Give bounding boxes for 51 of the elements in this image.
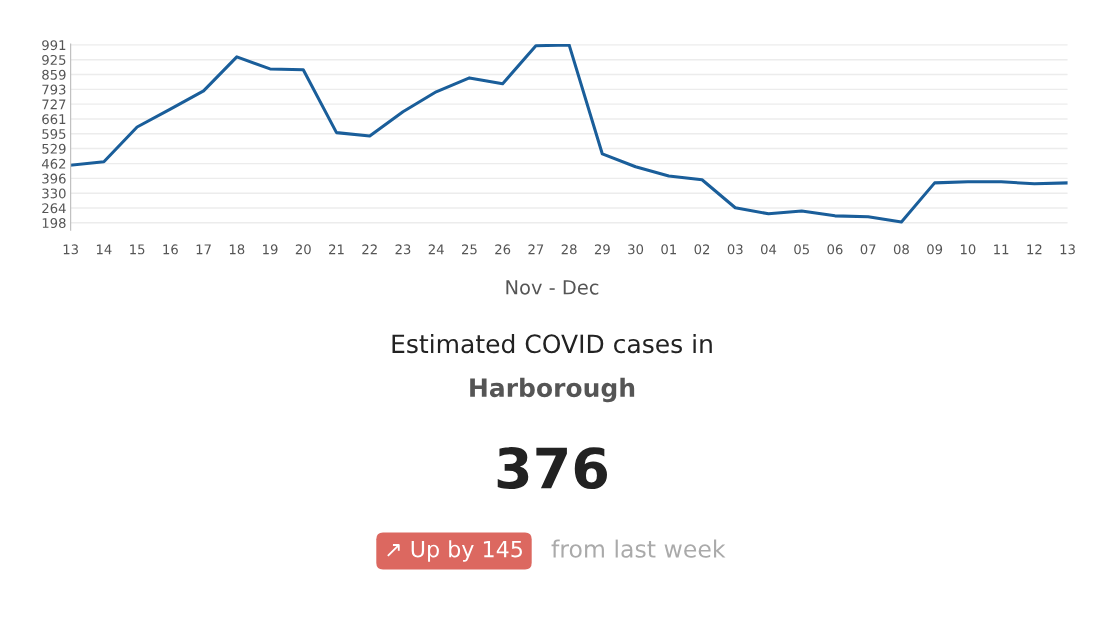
y-tick-label: 264 <box>42 203 66 214</box>
y-tick-label: 330 <box>42 188 66 199</box>
y-tick-label: 727 <box>42 99 66 110</box>
y-tick-label: 661 <box>42 114 66 125</box>
x-tick-label: 25 <box>461 244 477 255</box>
y-tick-label: 462 <box>41 158 66 169</box>
y-tick-label: 925 <box>42 54 66 65</box>
x-tick-label: 11 <box>994 244 1009 255</box>
text: 376 <box>497 447 607 490</box>
x-tick-label: 04 <box>760 244 777 255</box>
text: Estimated COVID cases in <box>392 333 712 354</box>
x-tick-label: 26 <box>495 244 511 255</box>
x-tick-label: 27 <box>528 244 544 255</box>
x-tick-label: 18 <box>229 244 245 255</box>
x-tick-label: 13 <box>1060 244 1075 255</box>
x-tick-label: 15 <box>130 244 145 255</box>
text: from last week <box>551 539 726 558</box>
x-axis-title: Nov - Dec <box>506 280 599 295</box>
y-tick-label: 991 <box>42 40 66 51</box>
y-tick-label: 595 <box>42 128 66 139</box>
x-tick-label: 24 <box>428 244 444 255</box>
x-tick-label: 22 <box>362 244 377 255</box>
text: Harborough <box>470 377 635 403</box>
x-tick-label: 30 <box>628 244 644 255</box>
x-tick-label: 13 <box>63 244 78 255</box>
line-series <box>70 44 1068 224</box>
x-tick-label: 12 <box>1027 244 1042 255</box>
x-tick-label: 19 <box>263 244 278 255</box>
x-tick-label: 23 <box>395 244 411 255</box>
x-tick-label: 09 <box>927 244 943 255</box>
y-tick-label: 198 <box>42 218 66 229</box>
y-tick-label: 396 <box>42 173 66 184</box>
x-tick-label: 08 <box>893 244 909 255</box>
y-tick-label: 529 <box>42 143 66 154</box>
x-tick-label: 02 <box>694 244 710 255</box>
x-tick-label: 17 <box>196 244 211 255</box>
x-tick-label: 16 <box>163 244 178 255</box>
x-tick-label: 05 <box>794 244 809 255</box>
x-tick-label: 06 <box>827 244 843 255</box>
text: ↗ Up by 145 <box>387 540 522 562</box>
y-tick-label: 793 <box>42 84 66 95</box>
x-tick-label: 29 <box>594 244 610 255</box>
x-tick-label: 10 <box>960 244 976 255</box>
x-tick-label: 07 <box>860 244 876 255</box>
y-tick-label: 859 <box>42 69 66 80</box>
x-tick-label: 14 <box>96 244 112 255</box>
x-tick-label: 03 <box>727 244 743 255</box>
x-tick-label: 20 <box>295 244 311 255</box>
x-tick-label: 01 <box>661 244 676 255</box>
x-tick-label: 21 <box>329 244 344 255</box>
x-tick-label: 28 <box>561 244 577 255</box>
